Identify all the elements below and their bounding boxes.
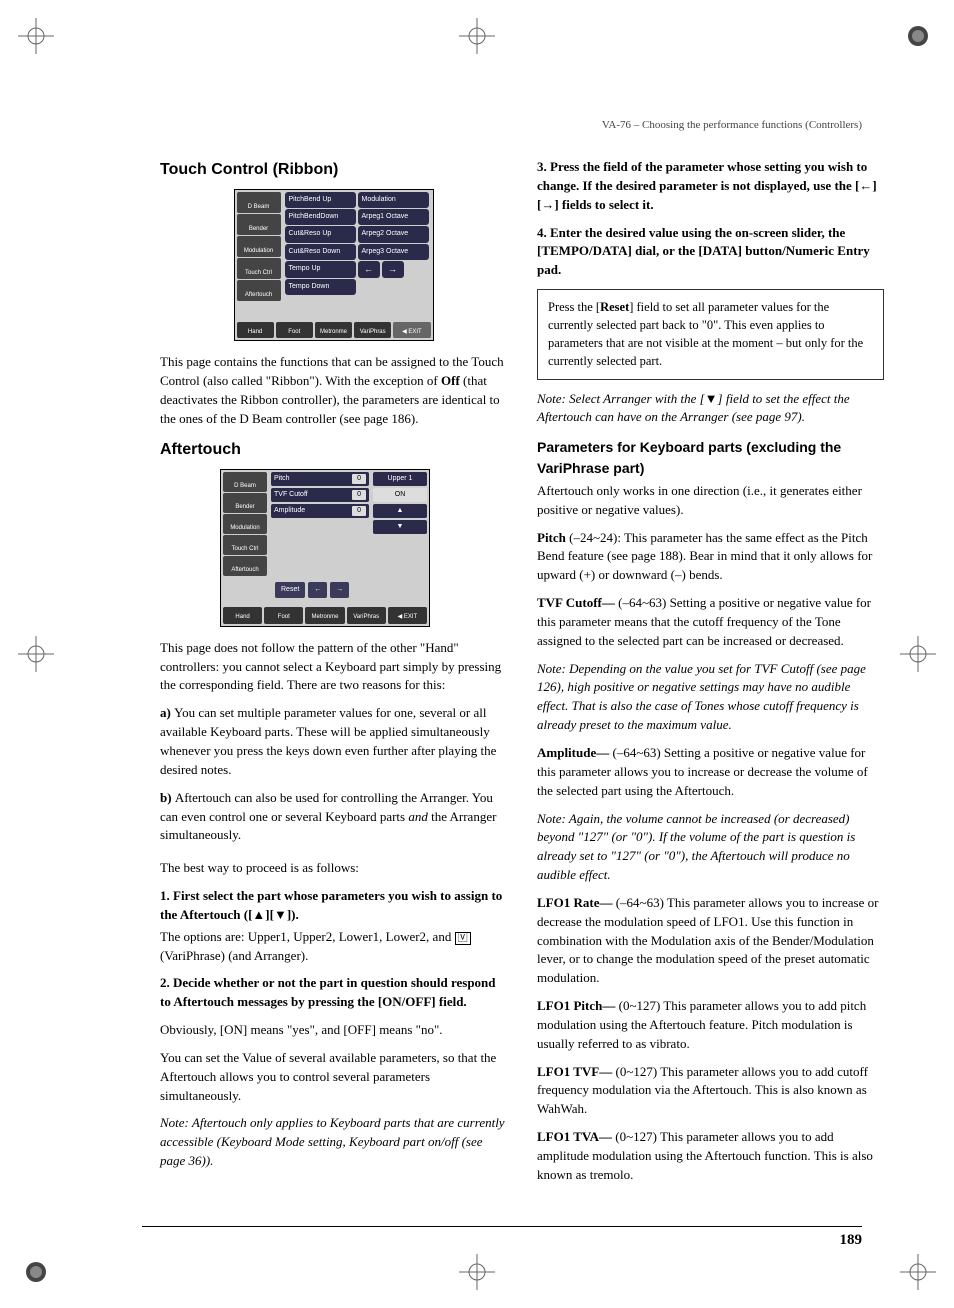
- paragraph-params-intro: Aftertouch only works in one direction (…: [537, 482, 884, 520]
- reset-button[interactable]: Reset: [275, 582, 305, 598]
- part-upper1[interactable]: Upper 1: [373, 472, 427, 486]
- two-column-layout: Touch Control (Ribbon) D Beam Bender Mod…: [160, 158, 884, 1194]
- btn-modulation[interactable]: Modulation: [358, 192, 429, 208]
- tab-dbeam[interactable]: D Beam: [223, 472, 267, 492]
- btn-cutreso-down[interactable]: Cut&Reso Down: [285, 244, 356, 260]
- bottom-tab-variphrase[interactable]: VariPhras: [354, 322, 391, 339]
- ui-screenshot-aftertouch: D Beam Bender Modulation Touch Ctrl Afte…: [220, 469, 430, 627]
- tab-bender[interactable]: Bender: [223, 493, 267, 513]
- bottom-tab-exit[interactable]: ◀ EXIT: [393, 322, 430, 339]
- bottom-tab-hand[interactable]: Hand: [223, 607, 262, 624]
- crop-mark: [18, 636, 54, 672]
- page-number: 189: [142, 1226, 862, 1252]
- tab-bender[interactable]: Bender: [237, 214, 281, 235]
- btn-tempo-down[interactable]: Tempo Down: [285, 279, 356, 295]
- tab-touchctrl[interactable]: Touch Ctrl: [237, 258, 281, 279]
- param-lfo1-tva: LFO1 TVA— (0~127) This parameter allows …: [537, 1128, 884, 1185]
- bottom-tab-metronome[interactable]: Metronme: [305, 607, 344, 624]
- paragraph-obviously: Obviously, [ON] means "yes", and [OFF] m…: [160, 1021, 507, 1040]
- btn-arpeg3[interactable]: Arpeg3 Octave: [358, 244, 429, 260]
- bottom-tab-exit[interactable]: ◀ EXIT: [388, 607, 427, 624]
- crop-mark: [459, 18, 495, 54]
- arrow-right-icon[interactable]: →: [330, 582, 349, 598]
- left-column: Touch Control (Ribbon) D Beam Bender Mod…: [160, 158, 507, 1194]
- paragraph-reason-a: a) You can set multiple parameter values…: [160, 704, 507, 779]
- bottom-tab-foot[interactable]: Foot: [276, 322, 313, 339]
- bottom-tab-metronome[interactable]: Metronme: [315, 322, 352, 339]
- field-amplitude[interactable]: Amplitude0: [271, 504, 369, 518]
- paragraph-value: You can set the Value of several availab…: [160, 1049, 507, 1106]
- step-1: 1. First select the part whose parameter…: [160, 887, 507, 925]
- btn-cutreso-up[interactable]: Cut&Reso Up: [285, 226, 356, 242]
- param-amplitude: Amplitude— (–64~63) Setting a positive o…: [537, 744, 884, 801]
- btn-pitchbend-down[interactable]: PitchBendDown: [285, 209, 356, 225]
- heading-touch-control: Touch Control (Ribbon): [160, 158, 507, 181]
- heading-aftertouch: Aftertouch: [160, 438, 507, 461]
- btn-pitchbend-up[interactable]: PitchBend Up: [285, 192, 356, 208]
- note-left: Note: Aftertouch only applies to Keyboar…: [160, 1114, 507, 1171]
- note-amplitude: Note: Again, the volume cannot be increa…: [537, 810, 884, 885]
- field-pitch[interactable]: Pitch0: [271, 472, 369, 486]
- toggle-on[interactable]: ON: [373, 488, 427, 502]
- arrow-right-icon[interactable]: →: [382, 261, 404, 278]
- crop-mark: [18, 1254, 54, 1290]
- step-4: 4. Enter the desired value using the on-…: [537, 224, 884, 281]
- reset-note-box: Press the [Reset] field to set all param…: [537, 289, 884, 380]
- param-lfo1-tvf: LFO1 TVF— (0~127) This parameter allows …: [537, 1063, 884, 1120]
- right-column: 3. Press the field of the parameter whos…: [537, 158, 884, 1194]
- step-2: 2. Decide whether or not the part in que…: [160, 974, 507, 1012]
- arrow-up-icon[interactable]: ▲: [373, 504, 427, 518]
- crop-mark: [900, 18, 936, 54]
- btn-tempo-up[interactable]: Tempo Up: [285, 261, 356, 278]
- arrow-left-icon[interactable]: ←: [308, 582, 327, 598]
- variphrase-icon: 🅅: [455, 932, 471, 945]
- crop-mark: [900, 1254, 936, 1290]
- param-tvf: TVF Cutoff— (–64~63) Setting a positive …: [537, 594, 884, 651]
- crop-mark: [459, 1254, 495, 1290]
- heading-parameters: Parameters for Keyboard parts (excluding…: [537, 437, 884, 478]
- step-3: 3. Press the field of the parameter whos…: [537, 158, 884, 215]
- arrow-left-icon[interactable]: ←: [358, 261, 380, 278]
- param-pitch: Pitch (–24~24): This parameter has the s…: [537, 529, 884, 586]
- crop-mark: [18, 18, 54, 54]
- tab-modulation[interactable]: Modulation: [223, 514, 267, 534]
- param-lfo1-pitch: LFO1 Pitch— (0~127) This parameter allow…: [537, 997, 884, 1054]
- note-arranger: Note: Select Arranger with the [▼] field…: [537, 390, 884, 428]
- tab-modulation[interactable]: Modulation: [237, 236, 281, 257]
- running-header: VA-76 – Choosing the performance functio…: [602, 118, 862, 134]
- paragraph-best-way: The best way to proceed is as follows:: [160, 859, 507, 878]
- bottom-tab-hand[interactable]: Hand: [237, 322, 274, 339]
- bottom-tab-variphrase[interactable]: VariPhras: [347, 607, 386, 624]
- tab-touchctrl[interactable]: Touch Ctrl: [223, 535, 267, 555]
- note-tvf: Note: Depending on the value you set for…: [537, 660, 884, 735]
- btn-arpeg2[interactable]: Arpeg2 Octave: [358, 226, 429, 242]
- ui-screenshot-touch: D Beam Bender Modulation Touch Ctrl Afte…: [234, 189, 434, 341]
- step-1-options: The options are: Upper1, Upper2, Lower1,…: [160, 928, 507, 966]
- tab-aftertouch[interactable]: Aftertouch: [237, 280, 281, 301]
- param-lfo1-rate: LFO1 Rate— (–64~63) This parameter allow…: [537, 894, 884, 988]
- paragraph-reason-b: b) Aftertouch can also be used for contr…: [160, 789, 507, 846]
- tab-dbeam[interactable]: D Beam: [237, 192, 281, 213]
- paragraph-after-intro: This page does not follow the pattern of…: [160, 639, 507, 696]
- field-tvfcutoff[interactable]: TVF Cutoff0: [271, 488, 369, 502]
- paragraph-touch-desc: This page contains the functions that ca…: [160, 353, 507, 428]
- btn-arpeg1[interactable]: Arpeg1 Octave: [358, 209, 429, 225]
- bottom-tab-foot[interactable]: Foot: [264, 607, 303, 624]
- tab-aftertouch[interactable]: Aftertouch: [223, 556, 267, 576]
- crop-mark: [900, 636, 936, 672]
- arrow-down-icon[interactable]: ▼: [373, 520, 427, 534]
